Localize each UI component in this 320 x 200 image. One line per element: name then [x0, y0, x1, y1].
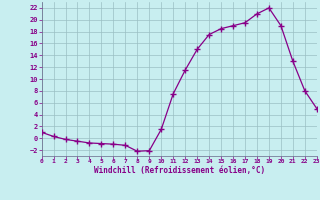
X-axis label: Windchill (Refroidissement éolien,°C): Windchill (Refroidissement éolien,°C): [94, 166, 265, 175]
